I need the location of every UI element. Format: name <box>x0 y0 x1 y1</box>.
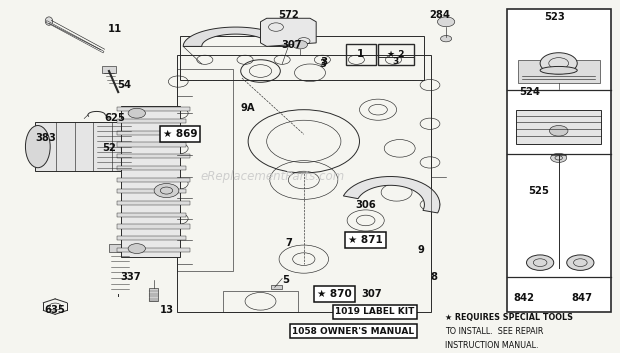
Text: 3: 3 <box>319 59 326 69</box>
Ellipse shape <box>540 66 577 74</box>
Text: 572: 572 <box>278 10 299 20</box>
Polygon shape <box>343 176 440 213</box>
Bar <box>177 69 232 271</box>
Text: 307: 307 <box>281 40 302 50</box>
Text: 307: 307 <box>361 289 382 299</box>
Circle shape <box>441 36 451 42</box>
Text: 635: 635 <box>45 305 66 315</box>
Bar <box>117 166 186 170</box>
Bar <box>117 189 186 193</box>
Bar <box>507 10 611 312</box>
Text: ★ 871: ★ 871 <box>348 235 383 245</box>
Text: 337: 337 <box>120 272 141 282</box>
Ellipse shape <box>122 129 140 164</box>
Text: 523: 523 <box>544 12 565 22</box>
Circle shape <box>551 153 567 162</box>
Bar <box>35 122 131 171</box>
Bar <box>117 178 190 182</box>
Bar <box>117 248 190 252</box>
Text: 5: 5 <box>281 275 289 285</box>
Bar <box>117 119 186 123</box>
Text: 7: 7 <box>285 238 292 248</box>
Text: 13: 13 <box>159 305 174 315</box>
Circle shape <box>154 184 179 198</box>
Polygon shape <box>70 140 111 153</box>
Bar <box>223 291 298 312</box>
Text: 306: 306 <box>355 200 376 210</box>
Bar <box>117 213 186 217</box>
Text: 8: 8 <box>430 272 437 282</box>
Text: eReplacementParts.com: eReplacementParts.com <box>201 170 345 183</box>
Circle shape <box>293 41 308 49</box>
Text: 9: 9 <box>418 245 425 255</box>
Polygon shape <box>45 17 53 25</box>
Text: ★ 2: ★ 2 <box>388 50 405 59</box>
Bar <box>117 107 190 112</box>
Text: 842: 842 <box>513 293 534 303</box>
Text: 1: 1 <box>357 49 365 60</box>
Circle shape <box>540 53 577 74</box>
Text: 525: 525 <box>528 186 549 196</box>
Bar <box>102 66 117 73</box>
Text: 54: 54 <box>117 80 131 90</box>
Text: 3: 3 <box>321 57 328 67</box>
Circle shape <box>567 255 594 270</box>
Text: 383: 383 <box>35 133 56 143</box>
Text: 52: 52 <box>102 143 116 153</box>
Text: 524: 524 <box>519 87 540 97</box>
Bar <box>346 44 376 65</box>
Text: 847: 847 <box>572 293 593 303</box>
Bar <box>117 201 190 205</box>
Text: 11: 11 <box>108 24 122 34</box>
Bar <box>117 142 186 146</box>
Bar <box>117 154 190 158</box>
Polygon shape <box>260 18 316 46</box>
Bar <box>117 131 190 135</box>
Circle shape <box>438 17 454 27</box>
Bar <box>177 55 431 312</box>
Text: 10: 10 <box>402 305 416 315</box>
Polygon shape <box>183 27 288 46</box>
Bar <box>122 106 180 257</box>
Bar <box>180 36 425 80</box>
Text: INSTRUCTION MANUAL.: INSTRUCTION MANUAL. <box>445 341 538 350</box>
Bar <box>117 236 186 240</box>
Circle shape <box>84 143 97 150</box>
Text: 284: 284 <box>430 10 450 20</box>
Text: 1058 OWNER'S MANUAL: 1058 OWNER'S MANUAL <box>292 327 414 336</box>
Bar <box>109 244 128 252</box>
Circle shape <box>549 126 568 136</box>
Bar <box>516 110 601 144</box>
Bar <box>271 286 282 289</box>
Bar <box>518 60 600 83</box>
Bar <box>117 225 190 229</box>
Text: 9A: 9A <box>241 103 255 113</box>
Text: TO INSTALL.  SEE REPAIR: TO INSTALL. SEE REPAIR <box>445 327 543 336</box>
Circle shape <box>128 244 146 253</box>
Text: 625: 625 <box>105 113 126 124</box>
Ellipse shape <box>25 126 50 168</box>
Circle shape <box>128 108 146 118</box>
Text: ★ REQUIRES SPECIAL TOOLS: ★ REQUIRES SPECIAL TOOLS <box>445 313 573 322</box>
Text: 3: 3 <box>393 58 399 66</box>
Text: 1019 LABEL KIT: 1019 LABEL KIT <box>335 307 415 316</box>
Circle shape <box>526 255 554 270</box>
Text: ★ 869: ★ 869 <box>163 129 197 139</box>
Bar <box>149 288 159 301</box>
Bar <box>378 44 414 65</box>
Text: ★ 870: ★ 870 <box>317 289 352 299</box>
